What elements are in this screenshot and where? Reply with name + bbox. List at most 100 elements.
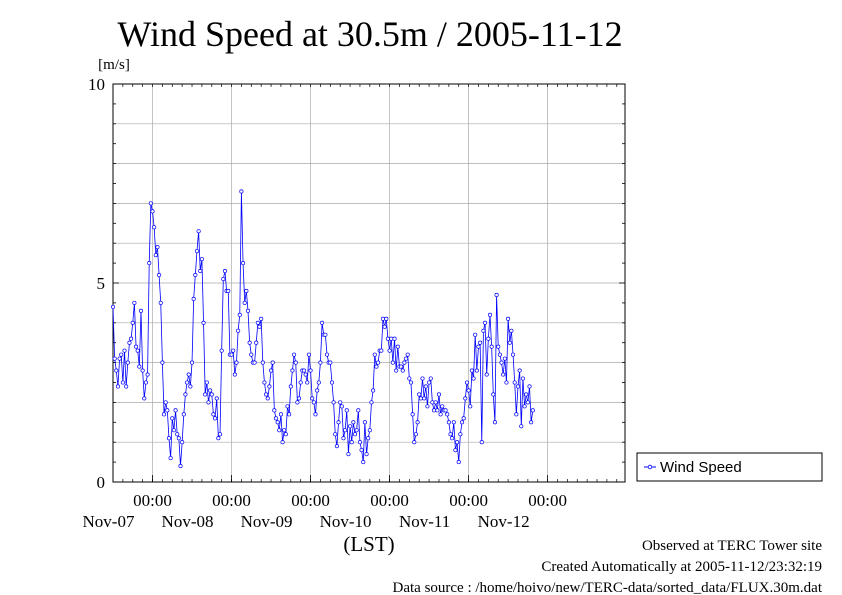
x-tick-date-label: Nov-10 — [320, 512, 372, 531]
data-point — [476, 344, 481, 349]
data-point — [412, 440, 417, 445]
x-tick-time-label: 00:00 — [528, 491, 567, 510]
data-point — [415, 420, 420, 425]
data-point — [529, 420, 534, 425]
data-point — [219, 348, 224, 353]
data-point — [158, 300, 163, 305]
x-axis-ticks: 00:00 Nov-07 00:00 Nov-08 00:00 Nov-09 00:00 No… — [83, 84, 618, 531]
data-point — [134, 344, 139, 349]
data-point — [341, 436, 346, 441]
data-point — [150, 209, 155, 214]
data-point — [494, 292, 499, 297]
data-point — [129, 336, 134, 341]
data-point — [265, 396, 270, 401]
data-point — [166, 436, 172, 441]
data-point — [510, 352, 516, 357]
data-point — [170, 416, 175, 421]
data-point — [525, 400, 530, 405]
data-point — [282, 428, 287, 433]
data-point — [148, 201, 153, 206]
data-point — [410, 412, 415, 417]
data-point — [443, 408, 448, 413]
data-point — [501, 372, 506, 377]
data-point — [259, 316, 264, 321]
data-point — [362, 420, 367, 425]
data-point — [122, 348, 127, 353]
data-point — [323, 332, 328, 337]
data-point — [255, 320, 260, 325]
data-point — [320, 320, 325, 325]
x-tick-time-label: 00:00 — [133, 491, 172, 510]
data-point — [194, 249, 200, 254]
data-point — [428, 376, 433, 381]
x-tick-date-label: Nov-09 — [241, 512, 293, 531]
data-point — [115, 384, 120, 389]
data-point — [237, 312, 242, 317]
data-point — [474, 368, 479, 373]
data-point — [140, 368, 145, 373]
data-point — [484, 372, 489, 377]
data-point — [231, 348, 236, 353]
data-point — [208, 388, 213, 393]
data-point — [425, 404, 430, 409]
y-tick-label: 5 — [97, 274, 106, 293]
data-point — [178, 464, 183, 469]
data-point — [211, 412, 216, 417]
data-point — [241, 261, 246, 266]
data-point — [354, 428, 359, 433]
series-line-wind-speed — [112, 191, 534, 467]
data-point — [213, 416, 218, 421]
data-point — [254, 340, 259, 345]
data-point — [420, 376, 425, 381]
data-point — [522, 404, 527, 409]
data-point — [268, 368, 274, 373]
data-point — [277, 428, 282, 433]
data-point — [173, 408, 178, 413]
data-point — [504, 380, 509, 385]
data-point — [459, 420, 465, 425]
data-point — [461, 416, 466, 421]
data-point — [244, 288, 249, 294]
data-point — [229, 352, 234, 357]
legend-marker-swatch — [647, 464, 653, 470]
data-point — [418, 396, 423, 401]
data-point — [329, 380, 335, 385]
data-point — [206, 400, 211, 405]
data-point — [463, 396, 468, 401]
data-point — [403, 356, 409, 361]
data-point — [308, 368, 313, 373]
data-point — [147, 261, 152, 266]
data-point — [468, 404, 473, 409]
x-axis-label: (LST) — [343, 532, 394, 556]
data-point — [506, 316, 511, 321]
data-point — [372, 352, 377, 357]
data-point — [285, 404, 290, 409]
data-point — [374, 364, 379, 369]
data-point — [191, 296, 196, 301]
data-point — [249, 352, 254, 357]
data-point — [310, 396, 315, 401]
data-point — [328, 360, 333, 365]
data-point — [180, 440, 185, 445]
data-point — [348, 424, 353, 429]
data-point — [193, 272, 198, 278]
data-point — [512, 380, 517, 385]
data-point — [160, 360, 165, 365]
data-point — [483, 320, 488, 325]
data-point — [520, 376, 525, 381]
data-point — [267, 384, 272, 389]
data-point — [239, 189, 244, 194]
data-point — [132, 300, 137, 305]
data-point — [481, 328, 486, 333]
data-point — [152, 225, 157, 230]
data-point — [514, 412, 519, 417]
data-point — [499, 360, 504, 365]
data-point — [117, 356, 122, 361]
data-point — [120, 380, 125, 385]
data-point — [430, 400, 435, 405]
data-point — [387, 348, 392, 353]
data-point — [135, 348, 140, 353]
data-point — [183, 392, 188, 397]
data-point — [359, 448, 364, 453]
y-axis-unit-label: [m/s] — [98, 57, 130, 73]
